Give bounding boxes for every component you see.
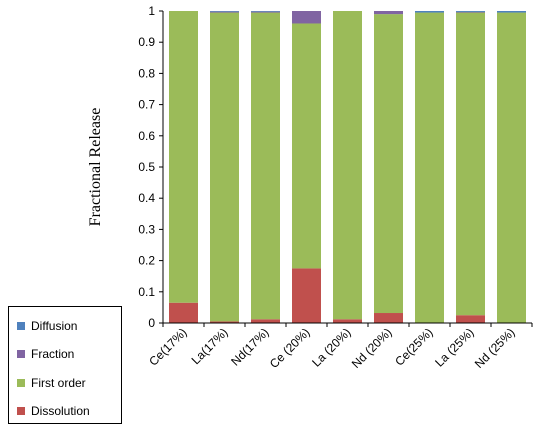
y-tick-label-9: 0.9: [138, 35, 155, 49]
legend-item-fraction: Fraction: [17, 347, 74, 361]
x-tick-label-3: Nd(17%): [228, 325, 271, 368]
y-tick-label-5: 0.5: [138, 160, 155, 174]
bar-diffusion-2: [210, 11, 239, 12]
legend-swatch-fraction: [17, 350, 25, 358]
legend-label-first-order: First order: [31, 376, 86, 390]
legend: Diffusion Fraction First order Dissoluti…: [8, 306, 122, 424]
bar-first-order-4: [292, 23, 321, 269]
bar-fraction-8: [456, 11, 485, 13]
bar-dissolution-5: [333, 319, 362, 323]
bar-diffusion-3: [251, 11, 280, 12]
legend-swatch-first-order: [17, 379, 25, 387]
bar-first-order-1: [169, 11, 198, 303]
bar-fraction-2: [210, 11, 239, 13]
bar-first-order-2: [210, 12, 239, 322]
bar-diffusion-8: [456, 11, 485, 12]
bar-dissolution-1: [169, 302, 198, 323]
bar-fraction-3: [251, 11, 280, 13]
legend-item-diffusion: Diffusion: [17, 319, 77, 333]
y-tick-label-0: 0: [148, 316, 155, 330]
bar-fraction-4: [292, 11, 321, 24]
x-tick-label-4: Ce (20%): [267, 325, 313, 371]
x-tick-label-7: Ce(25%): [392, 325, 435, 368]
x-tick-label-2: La(17%): [189, 325, 231, 367]
bar-diffusion-7: [415, 11, 444, 13]
x-tick-label-1: Ce(17%): [146, 325, 189, 368]
bar-diffusion-9: [497, 11, 526, 13]
legend-swatch-dissolution: [17, 407, 25, 415]
legend-item-first-order: First order: [17, 376, 86, 390]
y-tick-label-6: 0.6: [138, 129, 155, 143]
bar-dissolution-2: [210, 321, 239, 323]
x-tick-label-5: La (20%): [309, 325, 353, 369]
y-tick-label-3: 0.3: [138, 222, 155, 236]
bar-first-order-5: [333, 11, 362, 320]
y-tick-label-1: 0.1: [138, 285, 155, 299]
x-tick-label-6: Nd (20%): [349, 325, 395, 371]
bar-dissolution-4: [292, 268, 321, 323]
legend-label-dissolution: Dissolution: [31, 404, 90, 418]
y-tick-label-8: 0.8: [138, 66, 155, 80]
plot-area: 0 0.1 0.2 0.3 0.4 0.5 0.6 0.7 0.8 0.9 1 Ce(17%) La(1…: [138, 4, 533, 371]
legend-label-diffusion: Diffusion: [31, 319, 78, 333]
bar-dissolution-6: [374, 313, 403, 323]
bar-dissolution-3: [251, 319, 280, 323]
bar-dissolution-8: [456, 315, 485, 323]
y-tick-label-7: 0.7: [138, 98, 155, 112]
x-tick-label-9: Nd (25%): [472, 325, 518, 371]
y-tick-label-4: 0.4: [138, 191, 155, 205]
legend-label-fraction: Fraction: [31, 347, 75, 361]
y-tick-label-10: 1: [148, 4, 155, 18]
bar-first-order-6: [374, 14, 403, 314]
legend-item-dissolution: Dissolution: [17, 404, 90, 418]
y-tick-label-2: 0.2: [138, 254, 155, 268]
bar-first-order-8: [456, 12, 485, 316]
x-tick-label-8: La (25%): [432, 325, 476, 369]
bar-first-order-3: [251, 12, 280, 320]
bar-fraction-6: [374, 11, 403, 15]
bar-first-order-7: [415, 12, 444, 324]
bar-first-order-9: [497, 12, 526, 324]
legend-swatch-diffusion: [17, 322, 25, 330]
y-axis-label: Fractional Release: [87, 108, 104, 227]
